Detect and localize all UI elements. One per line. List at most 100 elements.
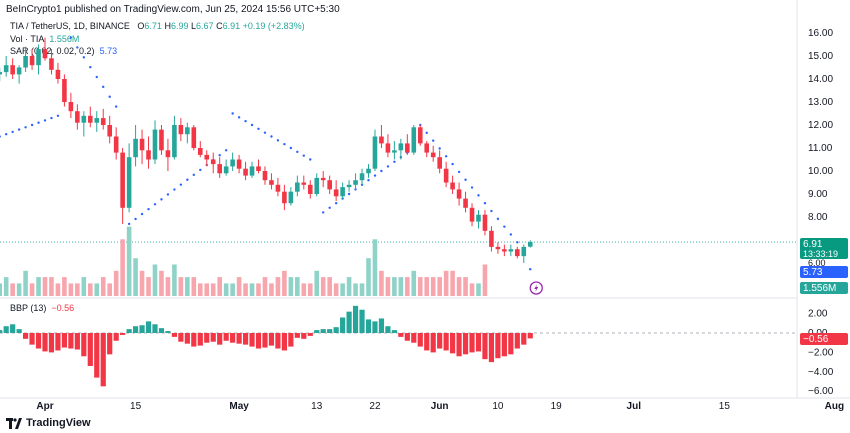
candle-body <box>10 65 15 75</box>
bbp-bar <box>16 329 22 333</box>
candle-body <box>269 180 274 185</box>
volume-bar <box>450 270 455 296</box>
candle-body <box>288 191 294 204</box>
bbp-bar <box>132 326 139 333</box>
volume-bar <box>333 283 339 296</box>
volume-bar <box>16 283 22 296</box>
candle-body <box>152 129 158 160</box>
volume-bar <box>120 239 125 296</box>
candle-body <box>113 136 119 153</box>
sar-dot <box>464 178 467 181</box>
candle-body <box>476 214 481 222</box>
volume-legend: Vol · TIA 1.556M <box>10 34 79 44</box>
sar-dot <box>17 128 21 131</box>
bbp-bar <box>404 333 410 341</box>
sar-dot <box>386 165 390 168</box>
bbp-bar <box>456 333 462 357</box>
sar-dot <box>263 131 267 134</box>
tradingview-logo[interactable]: TradingView <box>6 417 91 429</box>
bbp-bar <box>417 333 423 347</box>
candle-body <box>307 184 313 194</box>
volume-bar <box>437 277 442 296</box>
publisher-line: BeInCrypto1 published on TradingView.com… <box>6 4 340 15</box>
bbp-bar <box>359 309 365 333</box>
sar-dot <box>250 123 254 127</box>
time-tick-label: 19 <box>551 401 563 412</box>
candle-body <box>301 182 307 185</box>
sar-dot <box>50 116 53 120</box>
bbp-bar <box>29 333 35 345</box>
volume-bar <box>327 277 332 296</box>
sar-dot <box>82 56 86 59</box>
volume-bar <box>476 283 481 296</box>
bbp-bar <box>74 333 80 350</box>
candle-body <box>146 150 151 160</box>
candle-body <box>489 230 494 247</box>
volume-bar <box>178 277 184 296</box>
bbp-tick-label: 2.00 <box>808 309 828 320</box>
candle-body <box>0 72 3 75</box>
volume-bar <box>126 226 132 296</box>
low-label: L <box>191 21 197 31</box>
volume-bar <box>185 277 190 296</box>
volume-bar <box>372 239 378 296</box>
bbp-bar <box>191 333 197 347</box>
candle-body <box>417 127 423 144</box>
bbp-bar <box>126 329 132 333</box>
candle-body <box>159 129 164 151</box>
bbp-bar <box>139 325 145 333</box>
candle-body <box>23 56 28 68</box>
volume-bar <box>320 277 326 296</box>
sar-dot <box>30 123 34 127</box>
candle-body <box>223 166 229 174</box>
volume-bar <box>275 277 281 296</box>
sar-dot <box>470 186 474 189</box>
bbp-bar <box>475 333 482 352</box>
bbp-bar <box>61 333 68 348</box>
bbp-bar <box>145 321 152 333</box>
time-tick-label: 15 <box>719 401 731 412</box>
candle-body <box>521 246 527 257</box>
volume-bar <box>398 277 404 296</box>
bbp-bar <box>294 333 300 338</box>
candle-body <box>405 143 410 153</box>
sar-dot <box>134 217 137 221</box>
bbp-bar <box>87 333 93 366</box>
candle-body <box>327 180 332 190</box>
volume-bar <box>3 277 9 296</box>
sar-dot <box>4 133 8 136</box>
volume-bar <box>75 283 80 296</box>
bbp-bar <box>113 333 119 341</box>
sar-dot <box>160 198 163 201</box>
open-label: O <box>137 21 145 31</box>
sar-dot <box>425 131 428 135</box>
bbp-bar <box>301 333 307 339</box>
sar-dot <box>373 174 377 177</box>
bbp-tick-label: −2.00 <box>808 347 834 358</box>
time-tick-label: 10 <box>492 401 504 412</box>
candle-body <box>314 177 320 194</box>
candle-body <box>49 58 54 70</box>
candle-body <box>385 143 391 153</box>
bbp-tag <box>800 333 848 345</box>
sar-dot <box>69 36 73 39</box>
bbp-bar <box>152 324 158 333</box>
sar-dot <box>108 95 111 98</box>
sar-dot <box>237 116 241 119</box>
volume-bar <box>159 270 164 296</box>
volume-bar <box>210 283 216 296</box>
bbp-bar <box>281 333 287 351</box>
sar-dot <box>153 203 157 206</box>
volume-bar <box>269 283 274 296</box>
volume-bar <box>463 277 468 296</box>
volume-bar <box>417 277 423 296</box>
sar-dot <box>76 46 79 49</box>
bbp-bar <box>365 319 372 333</box>
time-tick-label: Apr <box>36 401 53 412</box>
sar-dot <box>179 183 183 186</box>
bbp-bar <box>495 333 501 359</box>
time-tick-label: 22 <box>369 401 381 412</box>
sar-dot <box>503 225 506 228</box>
volume-bar <box>62 277 67 296</box>
